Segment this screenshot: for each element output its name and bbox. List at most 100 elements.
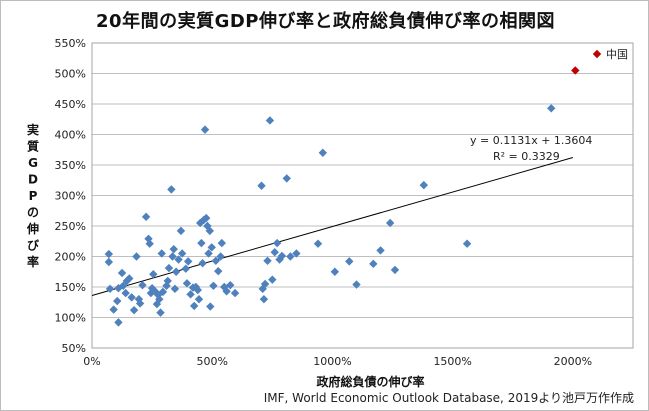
data-point: [198, 259, 207, 268]
data-point: [162, 281, 171, 290]
x-axis-ticks: 0% 500% 1000% 1500% 2000%: [83, 355, 592, 368]
data-point: [369, 259, 378, 269]
legend: 中国: [592, 48, 628, 61]
y-tick-label: 450%: [55, 98, 86, 111]
grid-lines: [92, 42, 633, 349]
data-point: [277, 251, 287, 261]
data-point: [156, 308, 165, 317]
y-tick-label: 550%: [55, 37, 86, 50]
data-point: [318, 148, 328, 157]
data-point: [282, 174, 291, 183]
data-point: [176, 226, 186, 236]
y-axis-title-char: 率: [27, 254, 39, 269]
data-point: [117, 268, 127, 278]
data-point: [177, 249, 187, 258]
data-point: [105, 284, 115, 294]
y-axis-ticks: 50% 100% 150% 200% 250% 300% 350% 400% 450% 500% 5…: [55, 37, 86, 355]
data-point: [272, 238, 282, 248]
data-point: [168, 252, 177, 261]
x-tick-label: 0%: [83, 355, 100, 368]
y-axis-title-char: G: [28, 156, 38, 170]
data-point: [211, 256, 221, 265]
legend-label: 中国: [606, 48, 628, 61]
data-point: [132, 252, 141, 261]
data-point: [390, 265, 400, 275]
trendline: [91, 157, 574, 296]
data-point: [263, 256, 272, 265]
x-tick-label: 500%: [196, 355, 227, 368]
data-point: [268, 275, 277, 284]
source-note: IMF, World Economic Outlook Database, 20…: [263, 391, 634, 405]
data-point: [203, 221, 212, 231]
data-point: [226, 280, 235, 290]
data-point: [104, 257, 114, 267]
y-tick-label: 250%: [55, 220, 86, 233]
data-point: [204, 249, 213, 258]
trendline-r-squared: R² = 0.3329: [493, 150, 560, 163]
data-point: [186, 290, 195, 299]
legend-marker: [592, 49, 602, 59]
data-point: [193, 285, 202, 295]
y-axis-title-char: D: [28, 173, 38, 187]
data-point: [206, 302, 215, 311]
y-tick-label: 350%: [55, 159, 86, 172]
y-tick-label: 400%: [55, 129, 86, 142]
data-point: [127, 293, 136, 302]
data-point: [138, 280, 147, 290]
data-point: [135, 299, 145, 308]
data-point: [121, 288, 130, 298]
data-point: [209, 281, 218, 290]
y-tick-label: 300%: [55, 190, 86, 203]
data-point: [547, 104, 556, 113]
x-axis-title: 政府総負債の伸び率: [316, 374, 424, 389]
data-point: [265, 116, 275, 125]
plot-area: [91, 42, 634, 349]
x-tick-label: 1000%: [313, 355, 351, 368]
trendline-equation: y = 0.1131x + 1.3604: [470, 134, 592, 147]
data-point: [104, 249, 114, 259]
data-point: [113, 296, 122, 306]
data-point: [200, 125, 210, 134]
data-point: [157, 249, 166, 258]
data-point: [257, 181, 266, 190]
data-point: [345, 257, 354, 266]
y-axis-title-char: 質: [27, 139, 39, 154]
x-tick-label: 2000%: [554, 355, 592, 368]
y-tick-label: 500%: [55, 68, 86, 81]
data-point: [169, 244, 178, 254]
data-point: [205, 226, 215, 236]
data-point: [376, 246, 385, 255]
data-point: [182, 279, 192, 288]
y-tick-label: 100%: [55, 312, 86, 325]
data-point: [155, 295, 164, 304]
data-point: [164, 263, 174, 273]
trendline-group: [91, 157, 574, 296]
data-point: [220, 282, 229, 292]
y-axis-title-char: 伸: [26, 221, 39, 236]
data-point: [183, 257, 193, 266]
data-point: [313, 239, 323, 248]
y-axis-title-char: P: [29, 189, 38, 203]
data-point: [129, 305, 139, 315]
y-axis-title-char: 実: [27, 122, 39, 137]
data-point: [230, 288, 240, 298]
data-point: [202, 213, 211, 223]
data-point: [217, 238, 227, 248]
data-point: [171, 267, 181, 276]
x-tick-label: 1500%: [433, 355, 471, 368]
data-points: [104, 66, 580, 327]
data-point: [385, 218, 395, 228]
data-point: [147, 284, 157, 293]
data-point: [141, 212, 151, 222]
data-point: [167, 185, 176, 194]
data-point: [270, 248, 279, 257]
data-point: [259, 295, 269, 304]
data-point: [197, 238, 206, 248]
data-point: [194, 295, 204, 304]
data-point: [214, 266, 223, 276]
china-point: [571, 66, 580, 75]
data-point: [119, 281, 128, 290]
